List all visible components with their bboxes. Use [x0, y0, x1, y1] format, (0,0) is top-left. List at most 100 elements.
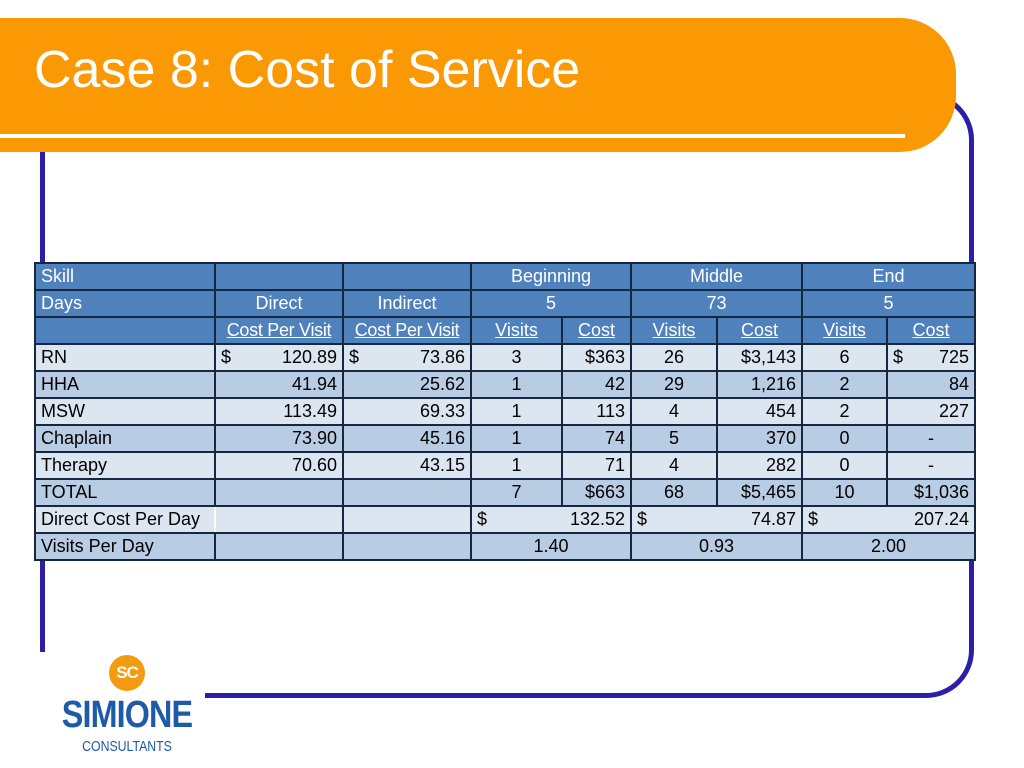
header-end: End — [801, 262, 977, 291]
end-direct-cost-per-day: $207.24 — [801, 505, 977, 534]
header-end-cost: Cost — [886, 316, 977, 345]
indirect-cost-cell: 43.15 — [342, 451, 472, 480]
skill-cell: RN — [34, 343, 216, 372]
middle-cost-cell: 282 — [716, 451, 804, 480]
end-cost-cell: 84 — [886, 370, 977, 399]
end-cost-per-day-value: 207.24 — [913, 509, 970, 529]
end-visits-cell: 2 — [801, 397, 889, 426]
end-visits-total: 10 — [801, 478, 889, 507]
middle-cost-cell: $3,143 — [716, 343, 804, 372]
header-middle-cost: Cost — [716, 316, 804, 345]
logo-subtitle: CONSULTANTS — [82, 738, 172, 755]
end-cost-cell: - — [886, 451, 977, 480]
total-label: TOTAL — [34, 478, 216, 507]
title-underline — [0, 134, 905, 138]
middle-visits-total: 68 — [630, 478, 719, 507]
end-days: 5 — [801, 289, 977, 318]
end-visits-cell: 2 — [801, 370, 889, 399]
header-middle-visits: Visits — [630, 316, 719, 345]
skill-cell: Chaplain — [34, 424, 216, 453]
header-blank — [342, 262, 472, 291]
skill-cell: MSW — [34, 397, 216, 426]
middle-cost-cell: 1,216 — [716, 370, 804, 399]
indirect-cost-cell: 45.16 — [342, 424, 472, 453]
indirect-cost-cell: $73.86 — [342, 343, 472, 372]
beginning-visits-total: 7 — [470, 478, 563, 507]
header-beginning-cost: Cost — [560, 316, 633, 345]
header-direct: Direct — [214, 289, 344, 318]
end-cost-value: 725 — [938, 347, 970, 367]
beginning-cost-cell: 74 — [560, 424, 633, 453]
beginning-cost-cell: $363 — [560, 343, 633, 372]
dollar-sign: $ — [893, 347, 904, 367]
middle-visits-cell: 26 — [630, 343, 719, 372]
beginning-visits-per-day: 1.40 — [469, 532, 633, 561]
empty-cell — [342, 505, 472, 534]
beginning-visits-cell: 1 — [470, 451, 563, 480]
beginning-days: 5 — [469, 289, 633, 318]
table-row-therapy: Therapy 70.60 43.15 1 71 4 282 0 - — [34, 451, 977, 480]
end-visits-per-day: 2.00 — [801, 532, 977, 561]
empty-cell — [215, 505, 344, 534]
beginning-visits-cell: 3 — [470, 343, 563, 372]
direct-cost-cell: $120.89 — [214, 343, 344, 372]
table-row-hha: HHA 41.94 25.62 1 42 29 1,216 2 84 — [34, 370, 977, 399]
end-visits-cell: 6 — [801, 343, 889, 372]
logo-name: SIMIONE — [61, 694, 193, 736]
header-row-subheads: Cost Per Visit Cost Per Visit Visits Cos… — [34, 316, 977, 345]
end-cost-cell: - — [886, 424, 977, 453]
middle-days: 73 — [630, 289, 804, 318]
direct-cost-cell: 73.90 — [214, 424, 344, 453]
end-cost-cell: 227 — [886, 397, 977, 426]
dollar-sign: $ — [637, 509, 648, 529]
header-skill: Skill — [34, 262, 216, 291]
beginning-cost-cell: 113 — [560, 397, 633, 426]
header-direct-cost-per-visit: Cost Per Visit — [214, 316, 344, 345]
header-blank — [214, 262, 344, 291]
cost-label: Cost — [912, 320, 950, 340]
cost-label: Cost — [741, 320, 779, 340]
indirect-cost-value: 73.86 — [419, 347, 465, 367]
empty-cell — [214, 478, 344, 507]
direct-cost-cell: 41.94 — [214, 370, 344, 399]
header-blank — [34, 316, 216, 345]
header-beginning: Beginning — [469, 262, 633, 291]
beginning-cost-cell: 42 — [560, 370, 633, 399]
middle-cost-total: $5,465 — [716, 478, 804, 507]
middle-cost-cell: 454 — [716, 397, 804, 426]
middle-direct-cost-per-day: $74.87 — [630, 505, 804, 534]
dollar-sign: $ — [477, 509, 488, 529]
table-row-chaplain: Chaplain 73.90 45.16 1 74 5 370 0 - — [34, 424, 977, 453]
middle-visits-cell: 29 — [630, 370, 719, 399]
indirect-cost-cell: 25.62 — [342, 370, 472, 399]
simione-consultants-logo: SC SIMIONE CONSULTANTS — [44, 655, 210, 760]
empty-cell — [342, 478, 472, 507]
middle-visits-cell: 4 — [630, 397, 719, 426]
direct-cost-cell: 113.49 — [214, 397, 344, 426]
end-cost-total: $1,036 — [886, 478, 977, 507]
table-row-visits-per-day: Visits Per Day 1.40 0.93 2.00 — [34, 532, 977, 561]
header-indirect-cost-per-visit: Cost Per Visit — [342, 316, 472, 345]
middle-cost-per-day-value: 74.87 — [750, 509, 797, 529]
beginning-cost-total: $663 — [560, 478, 633, 507]
middle-visits-cell: 5 — [630, 424, 719, 453]
empty-cell — [214, 532, 344, 561]
title-banner — [0, 18, 956, 152]
cost-of-service-table: Skill Beginning Middle End Days Direct I… — [34, 262, 977, 561]
header-days: Days — [34, 289, 216, 318]
dollar-sign: $ — [349, 347, 360, 367]
empty-cell — [342, 532, 472, 561]
header-middle: Middle — [630, 262, 804, 291]
visits-label: Visits — [652, 320, 696, 340]
end-visits-cell: 0 — [801, 451, 889, 480]
beginning-visits-cell: 1 — [470, 370, 563, 399]
header-row-days: Days Direct Indirect 5 73 5 — [34, 289, 977, 318]
header-indirect: Indirect — [342, 289, 472, 318]
beginning-visits-cell: 1 — [470, 397, 563, 426]
end-visits-cell: 0 — [801, 424, 889, 453]
indirect-cost-cell: 69.33 — [342, 397, 472, 426]
table-row-direct-cost-per-day: Direct Cost Per Day $132.52 $74.87 $207.… — [34, 505, 977, 534]
dollar-sign: $ — [221, 347, 232, 367]
cost-label: Cost — [578, 320, 616, 340]
skill-cell: Therapy — [34, 451, 216, 480]
